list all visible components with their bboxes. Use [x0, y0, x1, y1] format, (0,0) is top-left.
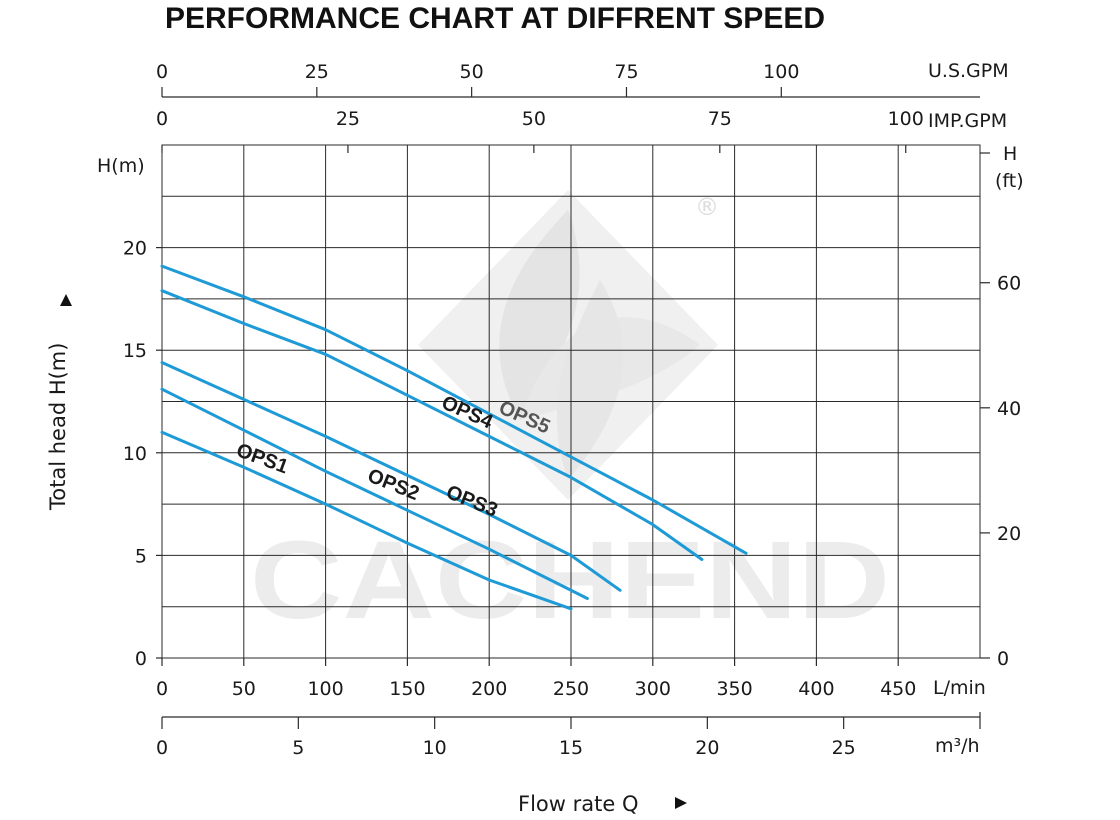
- series-line-ops4: [160, 289, 704, 561]
- right-tick-label: 0: [997, 648, 1009, 670]
- y-axis-title: Total head H(m): [46, 343, 70, 511]
- x-axis-title: Flow rate Q: [518, 792, 638, 816]
- right-tick-label: 20: [997, 523, 1021, 545]
- watermark-logo: [418, 190, 718, 500]
- bottom-m3h-axis: 0 5 10 15 20 25: [156, 712, 981, 759]
- bottom-lmin-axis: 0 50 100 150 200 250 300 350 400 450: [156, 658, 916, 700]
- bottom-lmin-tick-label: 250: [553, 678, 589, 700]
- bottom-m3h-unit: m³/h: [935, 735, 980, 757]
- top-impgpm-axis: 0 25 50 75 100: [156, 108, 924, 153]
- left-tick-label: 0: [135, 648, 147, 670]
- top-usgpm-axis: 0 25 50 75 100: [156, 61, 799, 97]
- bottom-lmin-tick-label: 400: [798, 678, 834, 700]
- right-head-ft-axis: 0 20 40 60: [980, 152, 1021, 670]
- series-line-ops5: [160, 264, 748, 555]
- left-tick-label: 5: [135, 545, 147, 567]
- bottom-lmin-unit: L/min: [933, 677, 986, 699]
- top-usgpm-unit: U.S.GPM: [928, 60, 1009, 82]
- watermark: CACHEND ®: [250, 190, 890, 642]
- chart-title: PERFORMANCE CHART AT DIFFRENT SPEED: [165, 2, 825, 35]
- left-axis-unit: H(m): [97, 155, 145, 177]
- bottom-m3h-tick-label: 25: [832, 737, 856, 759]
- watermark-registered-mark: ®: [695, 193, 719, 221]
- bottom-lmin-tick-label: 450: [880, 678, 916, 700]
- series-line-ops2: [160, 387, 589, 600]
- top-impgpm-tick-label: 0: [156, 108, 168, 130]
- top-usgpm-tick-label: 75: [614, 61, 638, 83]
- bottom-m3h-tick-label: 5: [292, 737, 304, 759]
- right-axis-unit-line1: H: [1003, 143, 1017, 165]
- bottom-lmin-tick-label: 0: [156, 678, 168, 700]
- bottom-lmin-tick-label: 100: [307, 678, 343, 700]
- top-impgpm-tick-label: 75: [708, 108, 732, 130]
- bottom-lmin-tick-label: 150: [389, 678, 425, 700]
- series-label-ops1: OPS1: [233, 439, 291, 478]
- watermark-brand-text: CACHEND: [250, 519, 890, 642]
- x-axis-arrow-icon: [675, 797, 687, 809]
- bottom-m3h-tick-label: 15: [559, 737, 583, 759]
- top-usgpm-tick-label: 50: [460, 61, 484, 83]
- top-usgpm-tick-label: 25: [305, 61, 329, 83]
- bottom-m3h-tick-label: 10: [423, 737, 447, 759]
- right-axis-unit-line2: (ft): [995, 170, 1024, 192]
- series-label-ops2: OPS2: [364, 465, 422, 505]
- top-impgpm-tick-label: 25: [336, 108, 360, 130]
- bottom-lmin-tick-label: 300: [635, 678, 671, 700]
- top-impgpm-tick-label: 100: [888, 108, 924, 130]
- right-tick-label: 60: [997, 273, 1021, 295]
- series-label-ops3: OPS3: [443, 481, 501, 521]
- left-tick-label: 10: [123, 443, 147, 465]
- series-line-ops3: [160, 361, 622, 592]
- top-impgpm-tick-label: 50: [522, 108, 546, 130]
- y-axis-arrow-icon: [60, 294, 72, 306]
- bottom-lmin-tick-label: 200: [471, 678, 507, 700]
- right-tick-label: 40: [997, 398, 1021, 420]
- left-tick-label: 20: [123, 238, 147, 260]
- bottom-m3h-tick-label: 20: [695, 737, 719, 759]
- bottom-lmin-tick-label: 350: [716, 678, 752, 700]
- bottom-m3h-tick-label: 0: [156, 737, 168, 759]
- bottom-lmin-tick-label: 50: [232, 678, 256, 700]
- left-head-axis: 0 5 10 15 20: [123, 238, 162, 670]
- series-line-ops1: [160, 430, 573, 611]
- top-usgpm-tick-label: 100: [763, 61, 799, 83]
- top-impgpm-unit: IMP.GPM: [928, 110, 1007, 132]
- top-usgpm-tick-label: 0: [156, 61, 168, 83]
- left-tick-label: 15: [123, 340, 147, 362]
